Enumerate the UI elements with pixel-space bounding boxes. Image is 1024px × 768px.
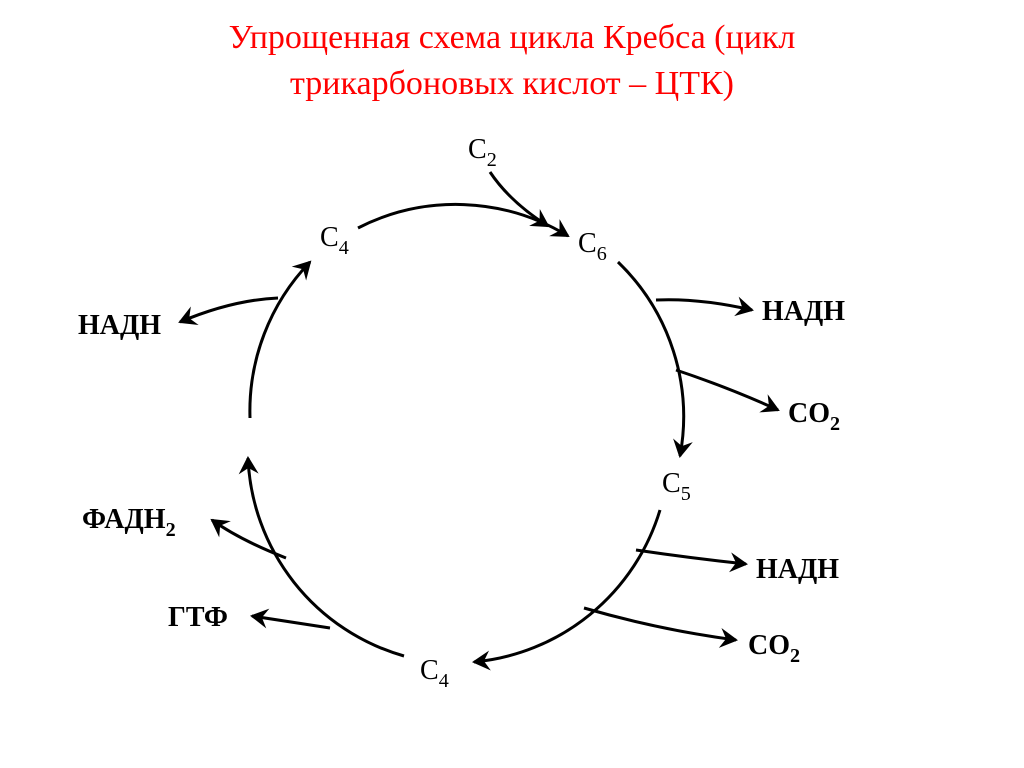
output-nadh-top-right: НАДН: [762, 296, 845, 328]
node-c5: C5: [662, 468, 691, 505]
output-nadh-right-2: НАДН: [756, 554, 839, 586]
title-line2: трикарбоновых кислот – ЦТК): [290, 65, 734, 102]
node-c4-top: C4: [320, 222, 349, 259]
output-fadh2: ФАДН2: [82, 504, 176, 541]
krebs-cycle-diagram: C2 C4 C6 C5 C4 НАДН НАДН CO2 НАДН CO2 ФА…: [0, 100, 1024, 768]
entry-c2: C2: [468, 134, 497, 171]
output-co2-right-1: CO2: [788, 398, 840, 435]
output-nadh-top-left: НАДН: [78, 310, 161, 342]
title-line1: Упрощенная схема цикла Кребса (цикл: [229, 19, 796, 56]
diagram-title: Упрощенная схема цикла Кребса (цикл трик…: [0, 0, 1024, 107]
output-co2-right-2: CO2: [748, 630, 800, 667]
node-c4-bottom: C4: [420, 655, 449, 692]
node-c6: C6: [578, 228, 607, 265]
output-gtp: ГТФ: [168, 602, 228, 634]
arrows-layer: [0, 100, 1024, 768]
